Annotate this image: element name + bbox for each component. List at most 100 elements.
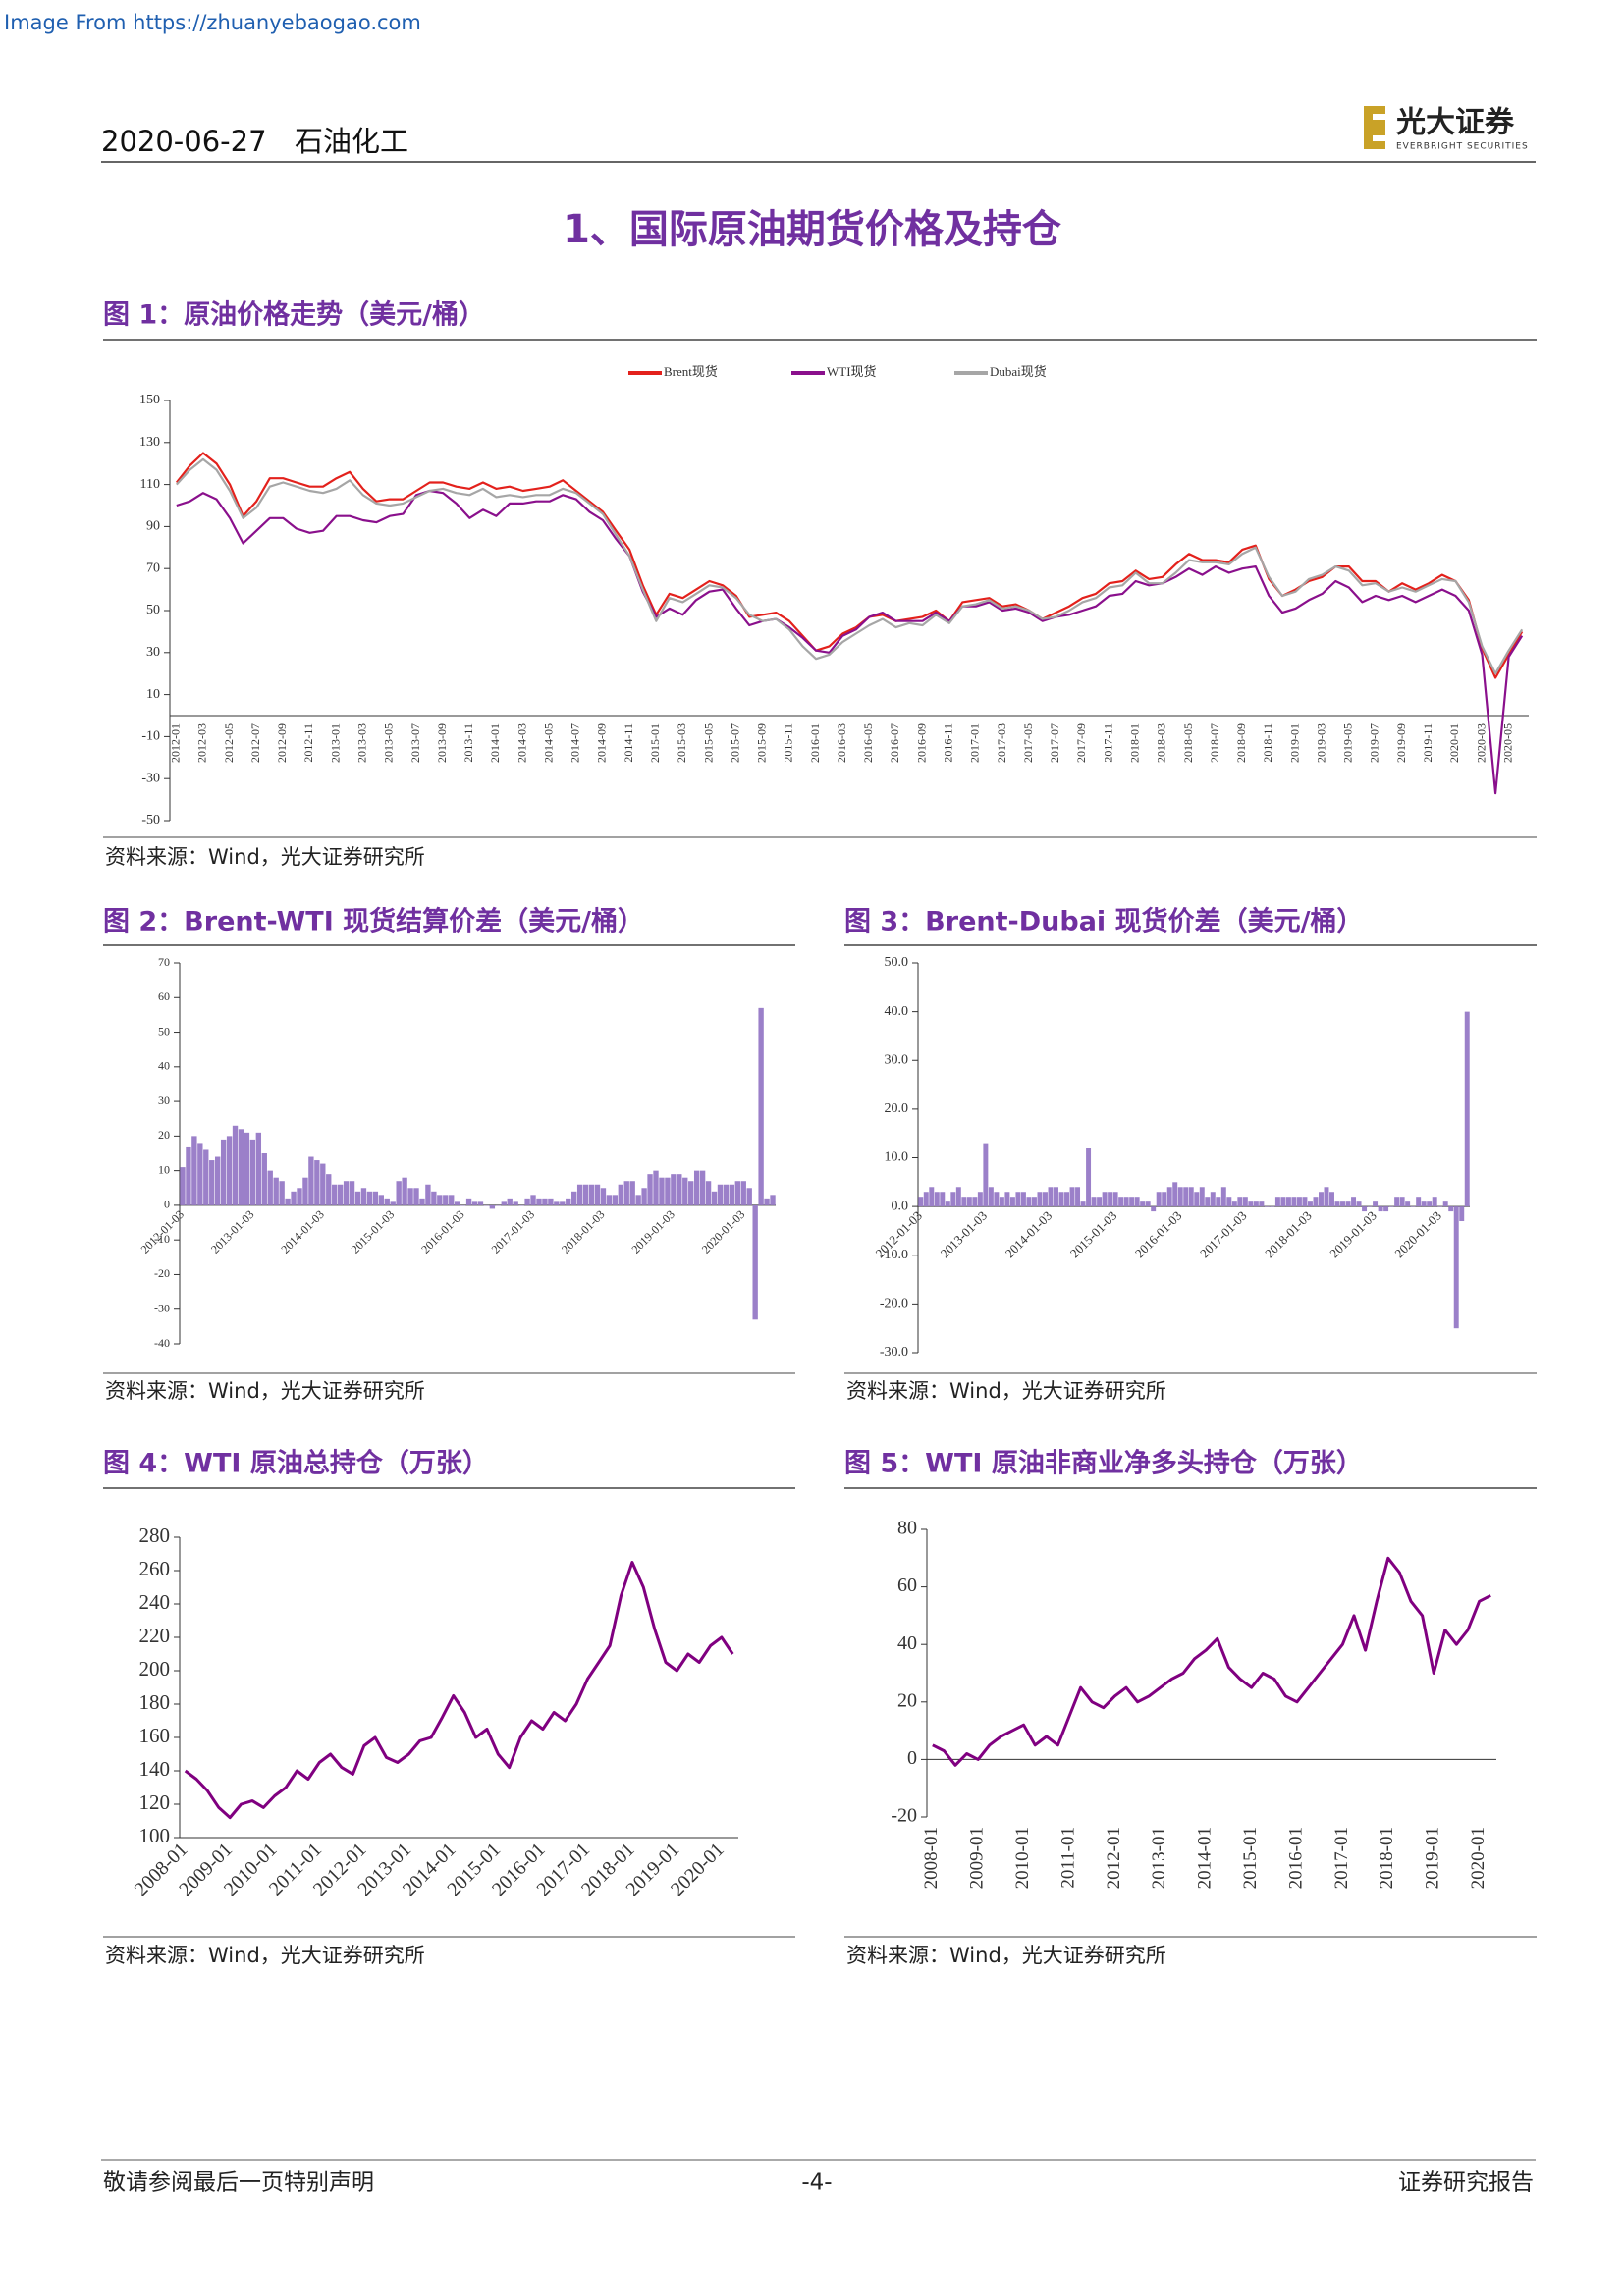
bar [267,1170,273,1205]
bar [1194,1192,1200,1207]
x-tick-label: 2016-01-03 [1132,1208,1185,1261]
bar [1259,1201,1265,1207]
x-tick-label: 2018-03 [1155,723,1168,763]
bar [1058,1192,1064,1207]
x-tick-label: 2017-09 [1074,723,1088,763]
bar [1162,1192,1167,1207]
logo-cn: 光大证券 [1396,106,1515,140]
bar [226,1136,233,1205]
y-tick-label: 10.0 [885,1150,909,1165]
series-line [176,489,1524,795]
bar [571,1191,577,1205]
bar [489,1204,496,1209]
bar [1264,1206,1270,1207]
bar [950,1192,956,1207]
x-tick-label: 2018-11 [1261,723,1274,763]
y-tick-label: 130 [139,435,160,450]
bar [576,1184,583,1205]
bar [1140,1201,1146,1207]
series-line [175,457,1524,675]
bar [390,1201,396,1205]
y-tick-label: 140 [139,1757,171,1781]
x-tick-label: 2020-01-03 [699,1207,747,1255]
x-tick-label: 2015-01 [648,723,662,763]
figure-source: 资料来源：Wind，光大证券研究所 [105,845,425,869]
bar [1362,1206,1368,1212]
bar [554,1201,560,1205]
x-tick-label: 2019-11 [1421,723,1435,763]
bar [425,1184,431,1205]
bar [582,1184,589,1205]
x-tick-label: 2014-01 [488,723,502,763]
bar [752,1204,758,1320]
x-tick-label: 2020-01 [1447,723,1461,763]
bar [1383,1206,1389,1212]
bar [1112,1192,1118,1207]
x-tick-label: 2014-01-03 [1002,1208,1056,1261]
bar [1432,1197,1437,1207]
y-tick-label: 30 [146,645,160,660]
bar [471,1201,478,1205]
bar [1009,1197,1015,1207]
x-tick-label: 2018-09 [1234,723,1248,763]
bar [548,1198,554,1205]
bar [343,1181,350,1205]
bar [320,1163,326,1205]
bar [1351,1197,1357,1207]
bar [1285,1197,1291,1207]
footer-left: 敬请参阅最后一页特别声明 [103,2170,374,2196]
bar [677,1174,682,1205]
x-tick-label: 2013-01 [328,723,342,763]
x-tick-label: 2016-07 [888,723,901,763]
legend-label: Brent现货 [664,364,718,379]
x-tick-label: 2016-01 [808,723,822,763]
bar [758,1007,764,1205]
logo-en: EVERBRIGHT SECURITIES [1396,142,1529,152]
x-tick-label: 2017-05 [1021,723,1035,763]
x-tick-label: 2013-01 [1149,1827,1169,1889]
bar [560,1201,566,1205]
bar [1302,1197,1308,1207]
bar [1172,1182,1178,1207]
y-tick-label: 220 [139,1624,171,1647]
y-tick-label: 10 [158,1162,170,1176]
y-tick-label: 10 [146,687,160,702]
bar [1394,1197,1400,1207]
y-tick-label: 100 [139,1824,171,1847]
x-tick-label: 2015-09 [755,723,769,763]
figure-source: 资料来源：Wind，光大证券研究所 [105,1944,425,1967]
bar [1319,1192,1324,1207]
figure-title: 图 4：WTI 原油总持仓（万张） [103,1449,489,1479]
bar [465,1198,472,1205]
x-tick-label: 2016-11 [942,723,955,763]
bar [641,1188,647,1205]
y-tick-label: 50 [158,1024,170,1038]
x-tick-label: 2017-01-03 [489,1207,537,1255]
bar [1054,1187,1058,1207]
bar [1080,1201,1086,1207]
bar [1329,1192,1334,1207]
bar [366,1191,373,1205]
x-tick-label: 2013-07 [408,723,422,763]
x-tick-label: 2020-01-03 [1391,1208,1444,1261]
y-tick-label: 150 [139,393,160,407]
bar [378,1195,384,1205]
x-tick-label: 2016-01-03 [418,1207,466,1255]
bar [653,1170,659,1205]
bar [1388,1206,1394,1207]
x-tick-label: 2017-07 [1048,723,1061,763]
bar [460,1204,466,1206]
bar [249,1139,256,1205]
bar [215,1156,221,1205]
header-sector: 石油化工 [295,125,408,158]
x-tick-label: 2014-01-03 [278,1207,326,1255]
bar [1334,1201,1340,1207]
x-tick-label: 2014-11 [622,723,635,763]
bar [699,1170,706,1205]
bar [1313,1197,1319,1207]
bar [360,1188,367,1205]
section-title: 1、国际原油期货价格及持仓 [563,207,1062,252]
y-tick-label: 20 [897,1689,917,1711]
x-tick-label: 2016-09 [914,723,928,763]
bar [594,1184,601,1205]
